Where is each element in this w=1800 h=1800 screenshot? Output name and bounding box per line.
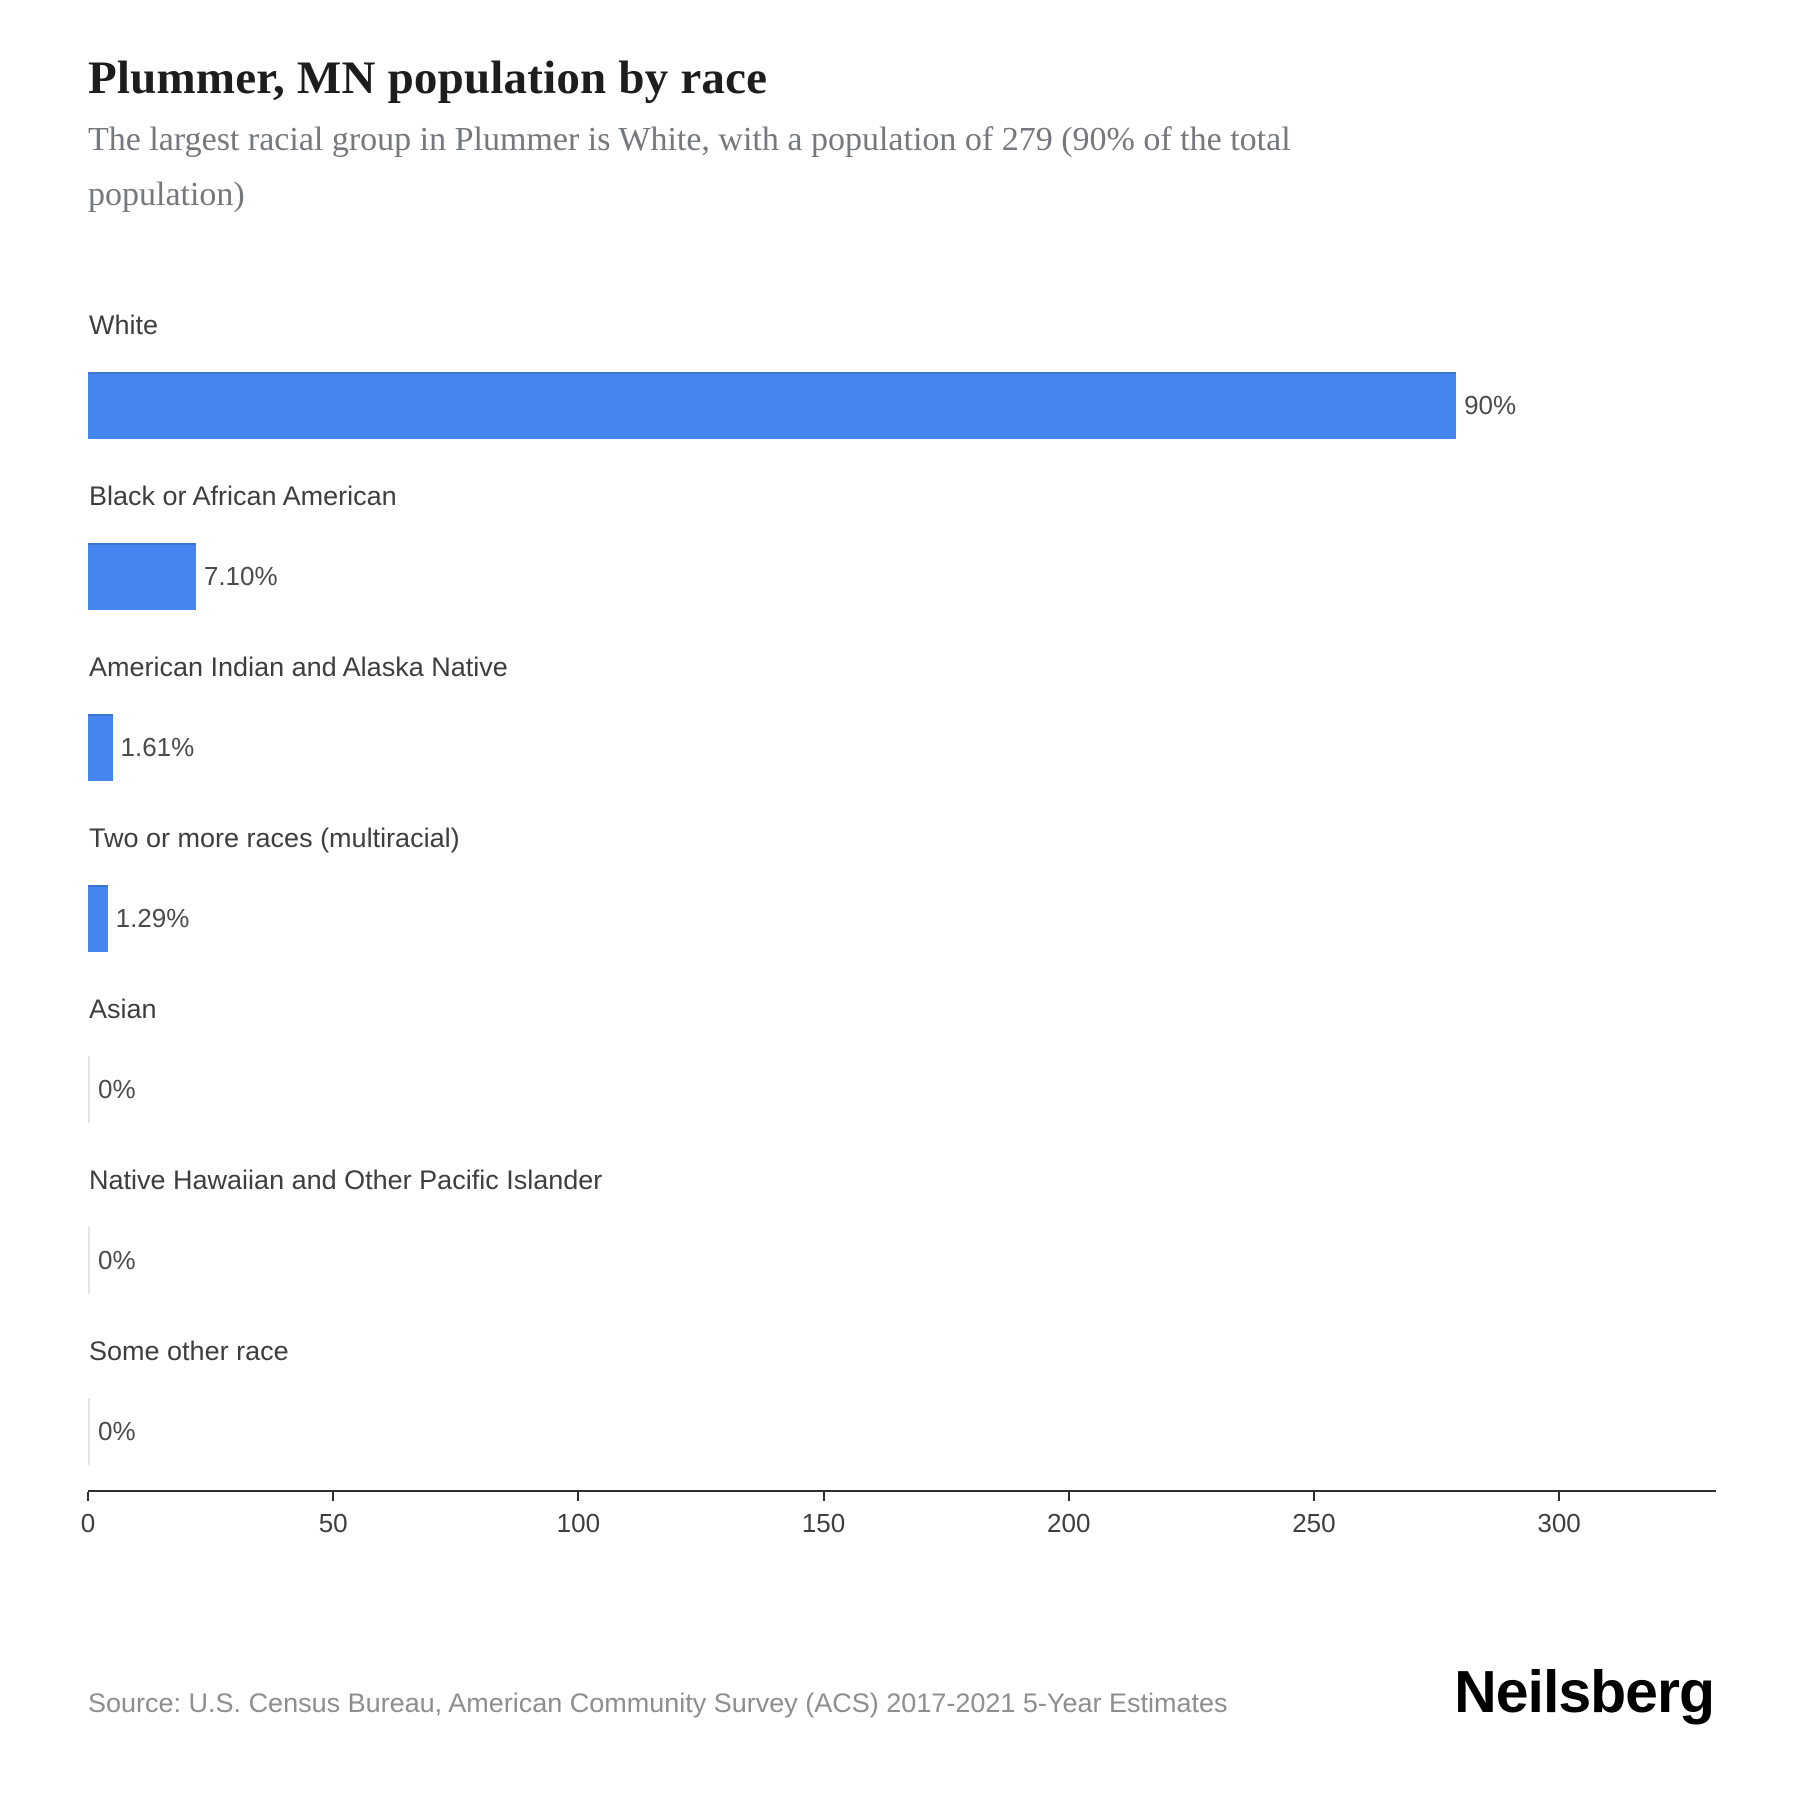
x-axis-line (88, 1490, 1716, 1492)
chart-row: Some other race 0% (88, 1336, 1716, 1507)
value-label: 0% (98, 1074, 136, 1104)
value-label: 90% (1464, 390, 1517, 420)
value-label: 7.10% (203, 561, 278, 591)
tick-mark (577, 1492, 580, 1501)
tick-label: 100 (556, 1508, 601, 1538)
source-note: Source: U.S. Census Bureau, American Com… (88, 1688, 1228, 1718)
chart-row: American Indian and Alaska Native 1.61% (88, 652, 1716, 823)
bar (88, 714, 113, 781)
bar-slot: 0% (88, 1227, 1716, 1294)
chart-row: Asian 0% (88, 994, 1716, 1165)
bar-slot: 1.29% (88, 885, 1716, 952)
category-label: White (89, 310, 159, 340)
tick-mark (1312, 1492, 1315, 1501)
chart-title: Plummer, MN population by race (88, 52, 768, 104)
tick-label: 250 (1292, 1508, 1336, 1538)
tick-mark (332, 1492, 335, 1501)
category-label: Asian (89, 994, 157, 1024)
bar-slot: 90% (88, 372, 1716, 439)
category-label: American Indian and Alaska Native (89, 652, 508, 682)
zero-baseline-tick (88, 1227, 90, 1294)
category-label: Some other race (89, 1336, 289, 1366)
zero-baseline-tick (88, 1398, 90, 1465)
chart-row: Native Hawaiian and Other Pacific Island… (88, 1165, 1716, 1336)
value-label: 1.29% (115, 903, 190, 933)
tick-mark (87, 1492, 89, 1501)
bar (88, 885, 108, 952)
bar-slot: 1.61% (88, 714, 1716, 781)
bar (88, 543, 196, 610)
category-label: Two or more races (multiracial) (89, 823, 460, 853)
x-axis: 0 50 100 150 200 250 300 (81, 1490, 1716, 1550)
chart-row: White 90% (88, 310, 1716, 481)
bar-slot: 0% (88, 1056, 1716, 1123)
bar (88, 372, 1457, 439)
chart-subtitle: The largest racial group in Plummer is W… (88, 121, 1291, 213)
tick-mark (822, 1492, 825, 1501)
category-label: Native Hawaiian and Other Pacific Island… (89, 1165, 603, 1195)
tick-mark (1067, 1492, 1070, 1501)
tick-mark (1558, 1492, 1561, 1501)
bar-slot: 7.10% (88, 543, 1716, 610)
bar-chart: White 90% Black or African American 7.10% Am… (88, 310, 1716, 1507)
brand-logo: Neilsberg (1454, 1659, 1715, 1725)
bar-slot: 0% (88, 1398, 1716, 1465)
tick-label: 0 (80, 1508, 96, 1538)
chart-row: Two or more races (multiracial) 1.29% (88, 823, 1716, 994)
value-label: 0% (98, 1416, 136, 1446)
value-label: 1.61% (120, 732, 195, 762)
tick-label: 150 (801, 1508, 846, 1538)
category-label: Black or African American (89, 481, 397, 511)
tick-label: 50 (318, 1508, 348, 1538)
zero-baseline-tick (88, 1056, 90, 1123)
tick-label: 300 (1537, 1508, 1581, 1538)
value-label: 0% (98, 1245, 136, 1275)
tick-label: 200 (1047, 1508, 1091, 1538)
chart-row: Black or African American 7.10% (88, 481, 1716, 652)
